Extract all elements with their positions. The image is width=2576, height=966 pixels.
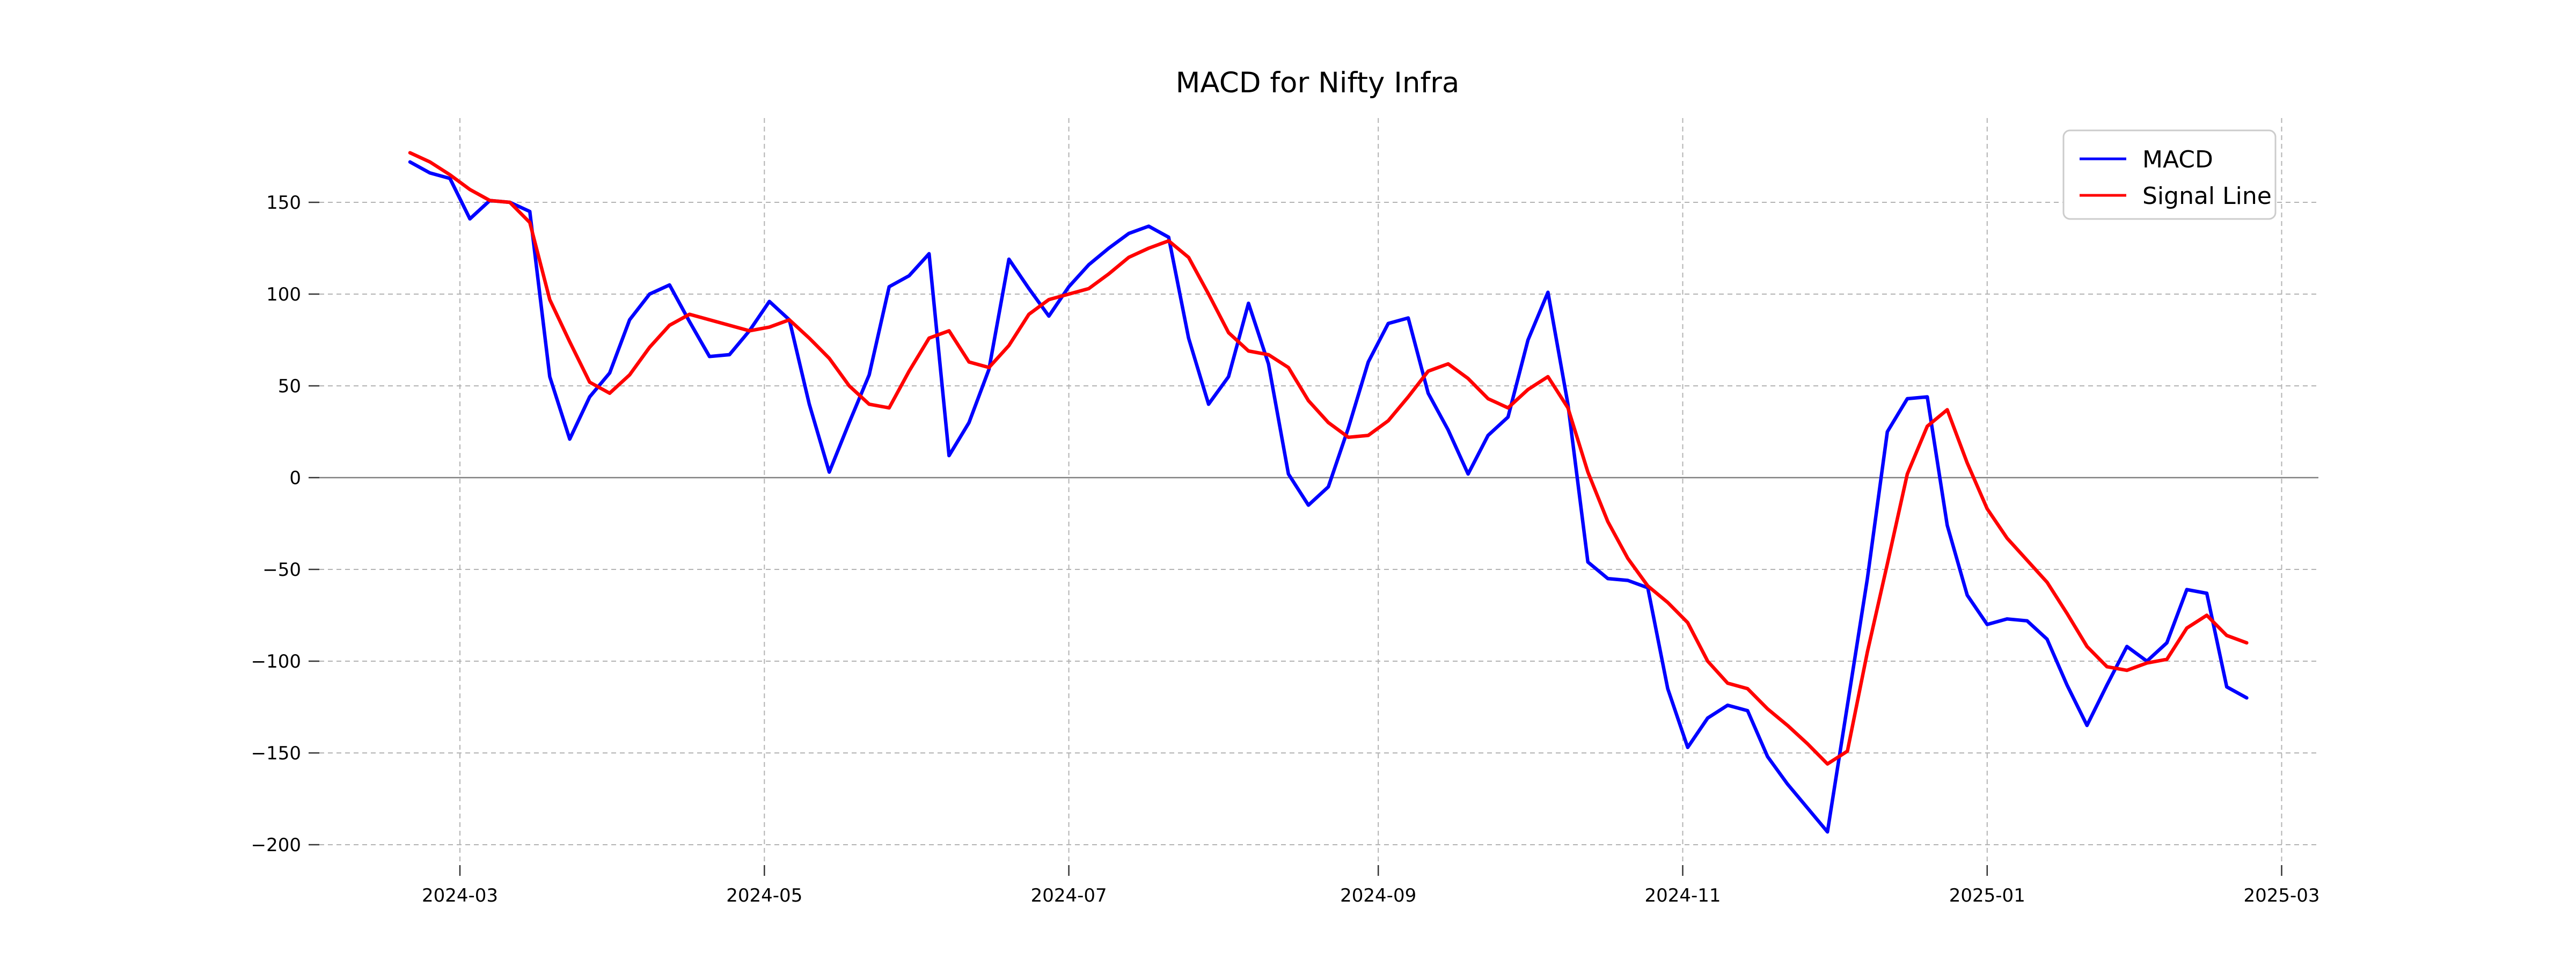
y-tick-label: −200: [251, 835, 301, 856]
signal-line: [408, 151, 2249, 766]
x-tick-label: 2024-05: [726, 885, 802, 906]
x-tick-label: 2024-11: [1644, 885, 1721, 906]
macd-line: [408, 160, 2249, 834]
x-tick-label: 2024-03: [422, 885, 498, 906]
axis-layer: 150 100 50 0 −50 −100 −150 −200 2024-03 2024-05 20…: [251, 192, 2320, 906]
y-tick-label: 150: [266, 192, 301, 214]
x-tick-label: 2025-01: [1949, 885, 2025, 906]
x-tick-label: 2024-09: [1340, 885, 1416, 906]
y-tick-label: −100: [251, 651, 301, 672]
y-tick-label: −50: [262, 559, 301, 581]
y-tick-label: 100: [266, 284, 301, 305]
y-tick-label: 50: [278, 376, 301, 397]
chart-title: MACD for Nifty Infra: [1176, 67, 1460, 99]
y-tick-label: 0: [289, 467, 301, 489]
legend-signal-label: Signal Line: [2142, 182, 2272, 210]
x-tick-label: 2025-03: [2243, 885, 2319, 906]
legend: MACD Signal Line: [2062, 129, 2277, 220]
legend-box: [2062, 129, 2277, 220]
series-layer: [408, 151, 2249, 834]
legend-macd-label: MACD: [2142, 146, 2213, 173]
x-tick-label: 2024-07: [1031, 885, 1107, 906]
grid-layer: [319, 118, 2318, 865]
y-tick-label: −150: [251, 743, 301, 764]
